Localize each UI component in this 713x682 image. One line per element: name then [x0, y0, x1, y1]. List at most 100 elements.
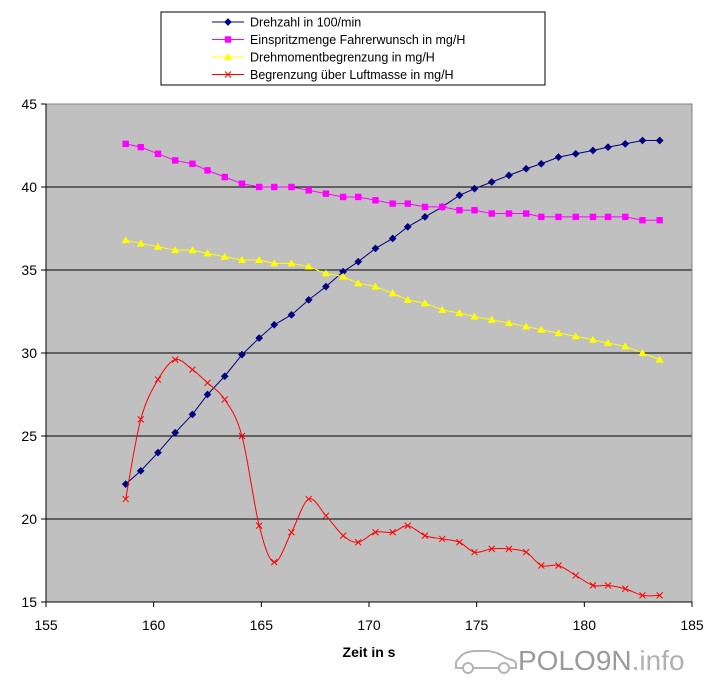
data-point	[470, 184, 479, 193]
data-point	[487, 315, 496, 323]
data-point	[154, 376, 162, 383]
y-tick-label: 15	[21, 594, 37, 610]
data-point	[488, 545, 496, 553]
data-point	[220, 372, 229, 381]
data-point	[372, 197, 379, 204]
data-point	[403, 295, 412, 303]
y-tick-label: 45	[21, 96, 37, 112]
x-tick-label: 170	[357, 617, 381, 633]
data-point	[588, 335, 597, 343]
series-3	[121, 236, 664, 363]
y-tick-label: 30	[21, 345, 37, 361]
data-point	[188, 246, 197, 254]
data-point	[172, 157, 179, 164]
data-point	[621, 342, 630, 350]
data-point	[322, 512, 330, 520]
data-point	[189, 160, 196, 167]
legend-marker	[224, 36, 232, 43]
x-tick-label: 155	[34, 617, 58, 633]
data-point	[354, 257, 363, 266]
data-point	[421, 532, 429, 539]
data-point	[639, 217, 646, 224]
data-point	[371, 282, 380, 290]
data-point	[621, 585, 629, 593]
data-point	[621, 139, 630, 148]
axes: 15 20 25 30 35 40 45 155 160 165 170 175 180 185	[21, 96, 703, 633]
legend-box	[160, 11, 546, 86]
y-tick-label: 20	[21, 511, 37, 527]
data-point	[537, 325, 546, 333]
data-point	[571, 332, 580, 340]
watermark: POLO9N.info	[455, 645, 685, 676]
data-point	[438, 535, 446, 543]
car-icon	[455, 650, 517, 674]
data-point	[137, 143, 144, 151]
data-point	[188, 410, 197, 419]
data-point	[237, 256, 246, 264]
legend-marker	[224, 18, 232, 26]
data-point	[220, 252, 229, 260]
data-point	[255, 183, 263, 191]
data-point	[622, 213, 629, 221]
data-point	[522, 548, 530, 556]
data-point	[204, 379, 211, 387]
data-point	[154, 448, 162, 457]
y-tick-label: 40	[21, 179, 37, 195]
data-point	[189, 366, 196, 373]
data-point	[488, 210, 495, 217]
data-point	[604, 143, 612, 152]
data-point	[153, 242, 162, 250]
x-tick-label: 160	[142, 617, 166, 633]
data-point	[136, 239, 145, 247]
data-point	[255, 522, 263, 529]
data-point	[522, 322, 531, 330]
data-point	[322, 190, 330, 197]
data-point	[554, 329, 563, 337]
data-point	[655, 136, 664, 145]
data-point	[456, 538, 463, 546]
data-point	[388, 234, 397, 243]
legend: Drehzahl in 100/min Einspritzmenge Fahrer…	[160, 11, 546, 86]
data-point	[288, 183, 295, 191]
data-point	[287, 259, 296, 267]
data-point	[354, 279, 363, 287]
data-point	[505, 210, 513, 217]
data-point	[456, 207, 463, 214]
data-point	[354, 538, 362, 546]
data-point	[639, 592, 646, 599]
data-point	[137, 416, 145, 423]
data-point	[638, 136, 647, 145]
data-point	[339, 193, 347, 201]
legend-marker	[224, 71, 232, 78]
data-point	[656, 592, 664, 599]
data-point	[288, 528, 295, 536]
y-tick-label: 35	[21, 262, 37, 278]
legend-label: Begrenzung über Luftmasse in mg/H	[250, 68, 454, 82]
data-point	[471, 548, 478, 556]
x-tick-label: 180	[573, 617, 597, 633]
data-point	[154, 150, 162, 157]
data-point	[404, 522, 412, 529]
data-point	[504, 319, 513, 327]
data-point	[572, 572, 580, 579]
x-axis-label: Zeit in s	[343, 644, 396, 660]
data-point	[203, 249, 212, 257]
data-point	[121, 236, 130, 244]
data-point	[421, 203, 429, 211]
data-point	[421, 212, 429, 221]
y-tick-label: 25	[21, 428, 37, 444]
data-point	[270, 259, 279, 267]
data-point	[588, 146, 597, 155]
data-point	[238, 180, 246, 187]
data-point	[221, 173, 228, 181]
data-point	[304, 295, 313, 304]
data-point	[321, 269, 330, 277]
x-tick-label: 175	[465, 617, 489, 633]
data-point	[255, 334, 264, 343]
data-point	[203, 390, 212, 399]
data-point	[321, 282, 330, 291]
data-point	[638, 349, 647, 356]
data-point	[270, 320, 279, 329]
data-point	[122, 495, 130, 503]
